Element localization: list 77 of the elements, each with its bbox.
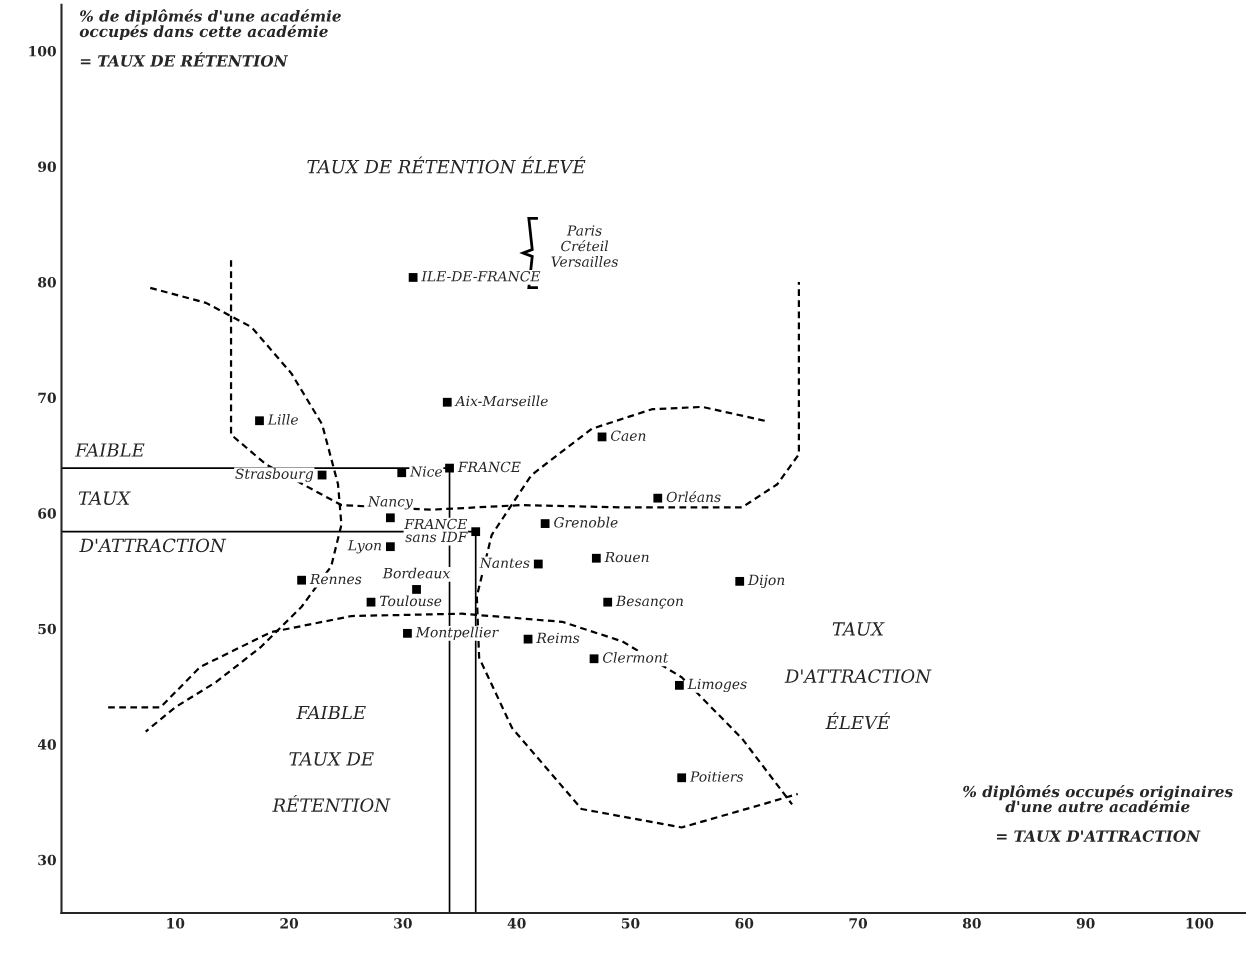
data-label: Poitiers <box>689 771 744 782</box>
point <box>412 585 421 594</box>
point <box>442 397 452 407</box>
data-label: Rennes <box>309 573 362 585</box>
x-tick-label: 50 <box>621 918 640 929</box>
data-label: Besançon <box>615 595 683 609</box>
point <box>366 597 376 607</box>
point <box>589 654 599 664</box>
y-tick-label: 30 <box>38 854 56 866</box>
x-tick-label: 90 <box>1076 918 1095 929</box>
point <box>735 576 745 586</box>
point <box>255 416 264 426</box>
data-label: Toulouse <box>380 595 442 607</box>
point <box>403 628 412 638</box>
annotation: Paris Créteil Versailles <box>551 225 618 267</box>
point <box>385 513 395 523</box>
data-label: Clermont <box>603 652 669 663</box>
x-tick-label: 10 <box>167 918 185 929</box>
x-tick-label: 60 <box>735 918 754 929</box>
data-label: Montpellier <box>415 626 499 641</box>
x-tick-label: 80 <box>962 918 981 929</box>
y-tick-label: 70 <box>38 392 56 404</box>
annotation: ÉLEVÉ <box>825 712 890 730</box>
y-tick-label: 80 <box>38 277 56 288</box>
data-label: Limoges <box>687 678 747 693</box>
y-tick-label: 100 <box>29 45 56 57</box>
point <box>445 463 454 473</box>
point <box>653 493 663 503</box>
data-label: Orléans <box>666 490 721 503</box>
annotation: D'ATTRACTION <box>79 538 227 553</box>
point <box>408 273 418 282</box>
data-label: Reims <box>536 632 580 644</box>
point <box>297 575 306 585</box>
y-axis-title: % de diplômés d'une académie occupés dans cette académie = TAUX DE RÉTENTION <box>79 9 341 67</box>
data-label: ILE-DE-FRANCE <box>421 270 541 282</box>
y-tick-label: 60 <box>38 508 56 519</box>
x-tick-label: 40 <box>507 918 526 929</box>
y-tick-label: 40 <box>37 739 56 750</box>
data-label: Nantes <box>479 557 530 569</box>
data-label: Grenoble <box>554 516 618 528</box>
data-label: Caen <box>611 430 646 441</box>
x-axis-title: % diplômés occupés originaires d'une autre académie = TAUX D'ATTRACTION <box>963 784 1233 842</box>
data-label: Aix-Marseille <box>454 395 548 407</box>
data-label: Rouen <box>604 551 649 563</box>
annotation: FAIBLE <box>296 705 366 720</box>
x-tick-label: 30 <box>394 918 412 929</box>
annotation: D'ATTRACTION <box>784 669 932 683</box>
point <box>397 468 407 478</box>
point <box>675 680 684 690</box>
data-label: FRANCE <box>457 461 521 473</box>
data-label: FRANCE sans IDF <box>404 518 468 543</box>
data-label: Nancy <box>367 496 413 510</box>
point <box>533 559 543 569</box>
data-label: Strasbourg <box>235 468 314 482</box>
data-label: Nice <box>409 466 443 477</box>
annotation: TAUX <box>832 622 885 636</box>
y-tick-label: 90 <box>38 161 56 173</box>
point <box>523 634 533 644</box>
x-tick-label: 70 <box>849 918 868 929</box>
x-tick-label: 100 <box>1186 918 1214 929</box>
point <box>471 527 481 537</box>
point <box>385 542 395 552</box>
data-label: Lille <box>267 414 298 425</box>
point <box>591 553 601 563</box>
y-tick-label: 50 <box>38 623 56 635</box>
annotation: RÉTENTION <box>272 794 391 812</box>
x-tick-label: 20 <box>280 918 299 929</box>
annotation: TAUX <box>78 491 131 505</box>
point <box>603 597 613 607</box>
data-label: Bordeaux <box>382 567 451 579</box>
point <box>677 773 687 783</box>
data-label: Lyon <box>347 540 382 554</box>
annotation: TAUX DE RÉTENTION ÉLEVÉ <box>307 156 586 174</box>
point <box>540 519 550 528</box>
annotation: FAIBLE <box>74 443 145 457</box>
data-label: Dijon <box>747 574 785 589</box>
annotation: TAUX DE <box>289 752 374 766</box>
